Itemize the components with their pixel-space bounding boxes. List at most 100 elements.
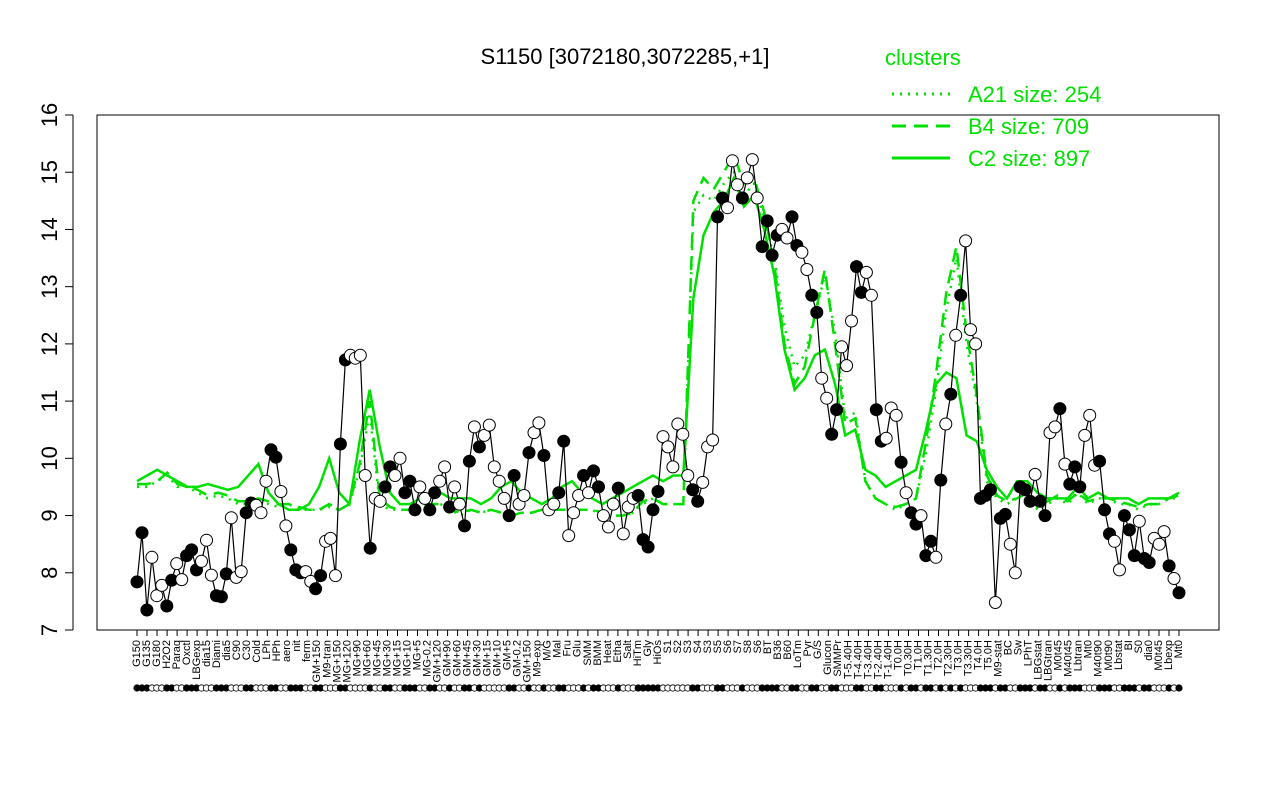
x-tick-label: MG+150 [331, 640, 343, 683]
x-tick-label: BMM [592, 640, 604, 666]
x-tick-label: GM+150 [311, 640, 323, 683]
data-point-open [845, 314, 858, 328]
x-tick-label: LBGstat [1033, 640, 1045, 680]
x-tick-label: aero [281, 640, 293, 662]
data-point-open [964, 323, 978, 337]
data-points [130, 153, 1186, 617]
data-point-open [453, 497, 466, 511]
x-tick-label: LBGexp [191, 640, 203, 680]
data-point-filled [1117, 509, 1131, 523]
x-tick-label: GM+30 [472, 640, 484, 676]
x-tick-label: HPh [271, 640, 283, 661]
data-point-open [988, 596, 1002, 609]
data-point-filled [403, 474, 417, 488]
data-point-filled [850, 260, 863, 274]
data-point-filled [1053, 402, 1067, 416]
x-tick-label: T4.0H [973, 640, 985, 670]
x-tick-label: BT [762, 640, 774, 654]
data-point-open [1113, 563, 1126, 577]
data-point-open [329, 569, 342, 583]
data-point-filled [810, 305, 824, 319]
data-point-filled [934, 473, 948, 487]
data-point-filled [507, 469, 521, 482]
data-point-filled [1073, 480, 1087, 494]
data-point-open [1028, 467, 1042, 481]
data-point-open [730, 178, 744, 192]
data-point-open [959, 234, 973, 248]
data-point-open [413, 480, 427, 494]
legend-label: C2 size: 897 [968, 146, 1090, 171]
data-point-filled [944, 387, 958, 401]
y-tick-label: 13 [37, 274, 62, 298]
data-point-open [656, 430, 670, 444]
x-tick-label: GM+60 [452, 640, 464, 676]
data-point-open [815, 371, 829, 385]
data-point-filled [140, 603, 154, 617]
data-point-open [353, 348, 367, 362]
x-tick-label: Oxctl [181, 640, 193, 665]
data-point-open [492, 474, 506, 488]
x-tick-label: T0.0H [892, 640, 904, 670]
data-point-open [438, 460, 452, 474]
x-tick-label: nit [291, 640, 303, 652]
x-tick-label: T3.0H [953, 640, 965, 670]
probe-polyline [136, 159, 1180, 611]
x-tick-label: MG+30 [381, 640, 393, 676]
data-point-open [1157, 525, 1171, 539]
data-point-filled [269, 450, 283, 464]
data-point-open [1083, 408, 1097, 422]
data-point-open [721, 201, 734, 215]
x-tick-label: S0 [1133, 640, 1145, 653]
data-point-open [254, 506, 268, 520]
x-tick-label: T-4.40H [852, 640, 864, 679]
x-tick-label: GM+15 [482, 640, 494, 676]
x-tick-label: Glu [572, 640, 584, 657]
data-point-open [601, 520, 615, 534]
data-point-filled [284, 543, 298, 557]
x-tick-label: G180 [151, 640, 163, 667]
y-tick-label: 15 [37, 160, 62, 184]
data-point-filled [1122, 523, 1136, 537]
x-tick-label: M0t90 [1103, 640, 1115, 671]
x-tick-label: T3.30H [963, 640, 975, 676]
data-point-open [969, 337, 983, 351]
cluster-line-dotted [137, 169, 1179, 518]
data-point-filled [537, 449, 551, 462]
data-point-open [200, 533, 213, 547]
data-point-filled [309, 582, 323, 596]
data-point-filled [557, 434, 571, 448]
x-tick-label: Etha [612, 639, 624, 663]
x-tick-label: GM+120 [432, 640, 444, 683]
x-tick-label: M9-stat [993, 640, 1005, 677]
data-point-open [740, 171, 754, 185]
data-point-filled [1018, 483, 1032, 497]
data-point-open [388, 469, 402, 482]
x-tick-label: C30 [241, 640, 253, 660]
x-tick-label: T2.0H [932, 640, 944, 670]
data-point-open [433, 474, 447, 488]
y-tick-label: 14 [37, 217, 62, 241]
x-tick-label: S6 [752, 640, 764, 653]
data-point-filled [408, 503, 422, 517]
data-point-open [725, 154, 739, 168]
x-tick-label: MG+45 [371, 640, 383, 676]
data-point-open [274, 485, 288, 498]
x-tick-label: MG-0.2 [422, 640, 434, 677]
data-point-filled [755, 240, 769, 254]
data-point-filled [1098, 503, 1112, 517]
data-point-open [358, 469, 372, 482]
data-point-open [914, 509, 928, 523]
y-tick-label: 11 [37, 390, 62, 413]
x-tick-label: GM-0.2 [512, 640, 524, 677]
data-point-filled [1093, 454, 1107, 468]
x-tick-label: G135 [141, 640, 153, 667]
data-point-open [482, 418, 496, 432]
y-tick-label: 8 [37, 567, 62, 579]
x-tick-label: ferm [301, 640, 313, 662]
data-point-filled [998, 507, 1012, 521]
data-point-open [195, 554, 208, 568]
data-point-open [547, 497, 561, 511]
data-point-open [864, 288, 878, 302]
x-tick-label: B36 [772, 640, 784, 660]
data-point-open [795, 245, 809, 259]
